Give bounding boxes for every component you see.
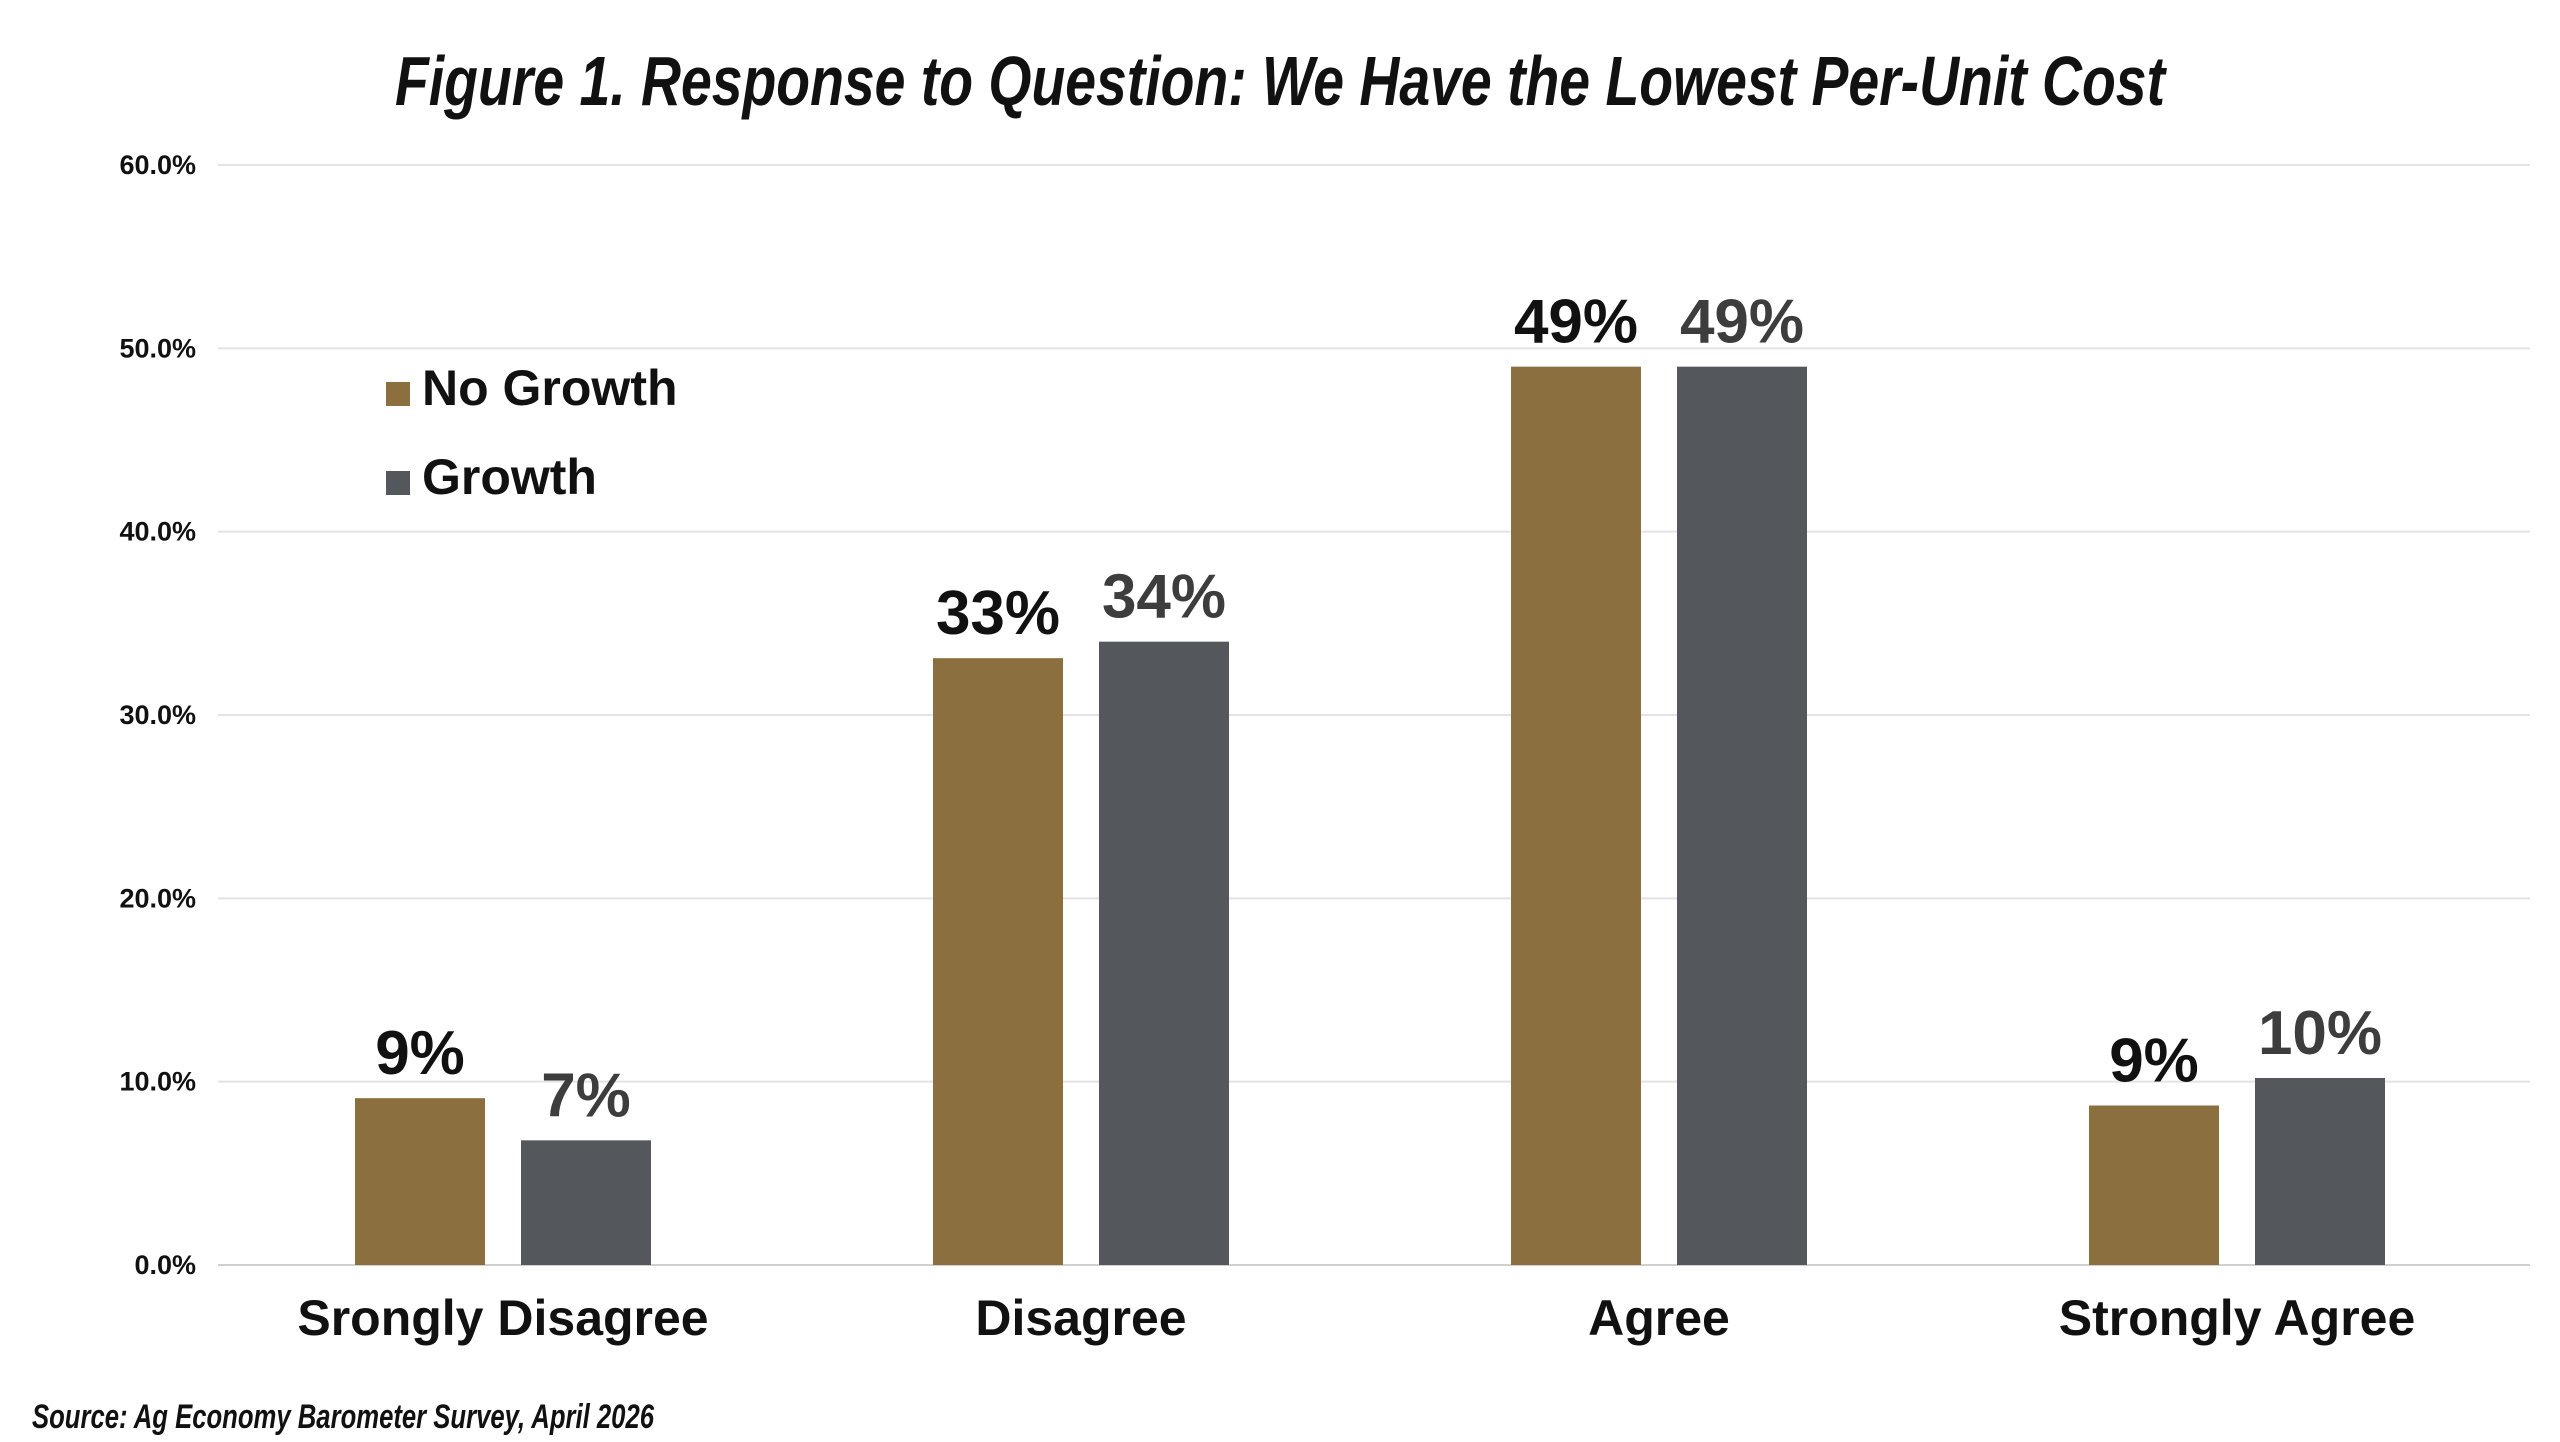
bars — [355, 366, 2385, 1266]
chart-title: Figure 1. Response to Question: We Have … — [395, 42, 2167, 120]
data-label: 34% — [1102, 563, 1226, 632]
y-tick-label: 0.0% — [134, 1250, 196, 1280]
data-label: 9% — [375, 1019, 465, 1088]
category-label: Disagree — [975, 1290, 1186, 1346]
y-axis-ticks: 0.0% 10.0% 20.0% 30.0% 40.0% 50.0% 60.0% — [119, 150, 196, 1280]
category-label: Srongly Disagree — [297, 1290, 708, 1346]
legend: No Growth Growth — [386, 360, 678, 505]
source-note: Source: Ag Economy Barometer Survey, Apr… — [32, 1398, 655, 1436]
bar-growth — [2255, 1078, 2385, 1265]
bar-growth — [521, 1140, 651, 1265]
bar-no-growth — [2089, 1105, 2219, 1265]
y-tick-label: 10.0% — [119, 1067, 196, 1097]
data-label: 49% — [1514, 288, 1638, 357]
data-label: 9% — [2109, 1027, 2199, 1096]
legend-label-no-growth: No Growth — [422, 360, 678, 416]
data-label: 49% — [1680, 288, 1804, 357]
legend-swatch-no-growth — [386, 382, 410, 406]
y-tick-label: 40.0% — [119, 517, 196, 547]
bar-growth — [1677, 366, 1807, 1266]
bar-growth — [1099, 641, 1229, 1265]
legend-label-growth: Growth — [422, 449, 597, 505]
data-label: 7% — [541, 1061, 631, 1130]
legend-swatch-growth — [386, 471, 410, 495]
bar-no-growth — [933, 658, 1063, 1265]
category-labels: Srongly Disagree Disagree Agree Strongly Ag… — [297, 1290, 2415, 1346]
y-tick-label: 30.0% — [119, 700, 196, 730]
y-tick-label: 50.0% — [119, 333, 196, 363]
category-label: Agree — [1588, 1290, 1730, 1346]
data-label: 10% — [2258, 999, 2382, 1068]
y-tick-label: 60.0% — [119, 150, 196, 180]
bar-no-growth — [1511, 366, 1641, 1266]
y-tick-label: 20.0% — [119, 883, 196, 913]
data-labels: 9% 7% 33% 34% 49% 49% 9% 10% — [375, 288, 2382, 1131]
data-label: 33% — [936, 579, 1060, 648]
category-label: Strongly Agree — [2059, 1290, 2416, 1346]
bar-no-growth — [355, 1098, 485, 1265]
gridlines — [218, 164, 2530, 1266]
